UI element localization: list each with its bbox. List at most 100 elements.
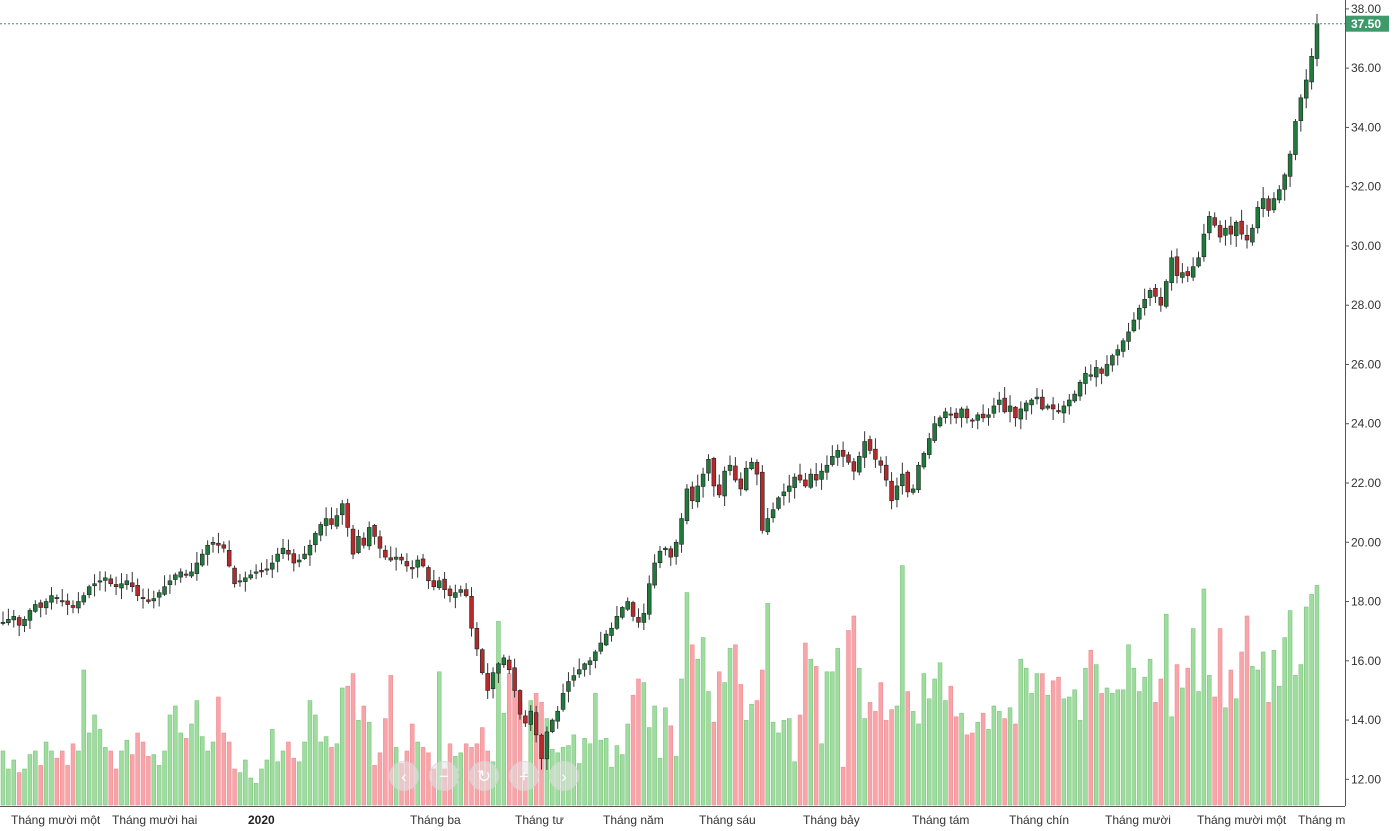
candle-body	[146, 599, 151, 602]
volume-bar	[873, 711, 878, 806]
volume-bar	[377, 752, 383, 806]
candle-body	[555, 710, 560, 722]
candle-body	[501, 657, 507, 665]
volume-bar	[146, 756, 151, 806]
volume-bar	[232, 768, 237, 806]
candle-body	[1153, 287, 1158, 297]
volume-bar	[1250, 666, 1255, 806]
candle-body	[1287, 153, 1293, 177]
volume-bar	[625, 723, 630, 806]
price-tick-label: 32.00	[1351, 180, 1381, 194]
volume-bar	[910, 711, 916, 806]
candle-body	[404, 561, 410, 567]
volume-bar	[1142, 676, 1147, 806]
volume-bar	[765, 603, 770, 806]
zoom-out-button[interactable]: −	[429, 761, 459, 791]
volume-bar	[1137, 691, 1142, 806]
candle-body	[765, 518, 770, 533]
candle-body	[932, 423, 937, 441]
volume-bar	[1061, 698, 1067, 806]
candle-body	[453, 592, 458, 598]
volume-bar	[1099, 693, 1104, 806]
candle-body	[458, 589, 463, 593]
candle-body	[447, 588, 453, 596]
candle-body	[469, 596, 474, 629]
volume-bar	[1287, 610, 1293, 806]
scroll-left-button[interactable]: ‹	[389, 761, 419, 791]
volume-bar	[1034, 673, 1040, 806]
volume-bar	[130, 754, 135, 806]
volume-bar	[70, 743, 76, 806]
candle-body	[1163, 281, 1169, 307]
candle-body	[760, 471, 765, 531]
candle-body	[964, 408, 970, 419]
scroll-right-button[interactable]: ›	[549, 761, 579, 791]
volume-bar	[576, 763, 582, 806]
volume-bar	[307, 700, 313, 806]
candle-body	[1185, 271, 1190, 276]
candle-body	[792, 476, 797, 488]
candle-body	[415, 559, 420, 568]
candle-body	[200, 553, 205, 566]
time-axis-label: Tháng ba	[410, 813, 461, 827]
volume-bar	[1271, 649, 1277, 806]
candle-body	[625, 601, 630, 610]
time-axis-label: Tháng bảy	[803, 813, 860, 827]
time-axis-label: Tháng chín	[1009, 813, 1069, 827]
volume-bar	[862, 718, 867, 806]
reset-zoom-button[interactable]: ↻	[469, 761, 499, 791]
current-price-badge	[1346, 15, 1389, 32]
candle-body	[571, 675, 577, 681]
volume-bar	[943, 700, 948, 806]
candle-body	[264, 568, 270, 571]
volume-bar	[286, 741, 291, 806]
candle-body	[679, 518, 684, 545]
candle-body	[1271, 198, 1277, 211]
volume-bar	[593, 693, 598, 806]
volume-bar	[970, 732, 975, 806]
volume-bar	[135, 732, 140, 806]
candle-body	[280, 547, 286, 555]
candle-body	[38, 602, 43, 608]
volume-bar	[991, 705, 997, 806]
volume-bar	[356, 720, 361, 806]
candle-body	[533, 712, 539, 736]
volume-bar	[1067, 696, 1072, 806]
zoom-in-button[interactable]: +	[509, 761, 539, 791]
candle-body	[366, 527, 372, 547]
candle-body	[593, 651, 598, 661]
candle-body	[1104, 364, 1110, 376]
volume-bar	[657, 757, 663, 806]
candle-body	[1217, 225, 1223, 238]
volume-bar	[463, 743, 469, 806]
candle-body	[1298, 97, 1304, 122]
volume-bar	[81, 669, 87, 806]
volume-bar	[905, 691, 910, 806]
candle-body	[1093, 367, 1099, 378]
volume-bar	[221, 732, 227, 806]
candle-body	[614, 616, 620, 629]
candle-body	[657, 550, 663, 564]
volume-bar	[921, 673, 927, 806]
volume-bar	[636, 678, 641, 806]
candle-body	[776, 497, 781, 509]
candle-body	[119, 583, 124, 589]
volume-bar	[22, 768, 27, 806]
time-axis-label: Tháng mười hai	[112, 813, 197, 827]
volume-bar	[1115, 689, 1120, 806]
candle-body	[307, 544, 313, 556]
volume-bar	[162, 750, 167, 806]
candle-body	[1029, 399, 1034, 406]
candle-body	[636, 617, 641, 623]
candle-body	[878, 460, 884, 466]
candle-body	[846, 454, 851, 463]
candle-body	[1056, 410, 1061, 413]
volume-bar	[684, 592, 690, 806]
volume-bar	[900, 565, 905, 806]
candle-body	[754, 462, 760, 475]
candle-body	[824, 464, 830, 473]
volume-bar	[932, 678, 937, 806]
candle-body	[781, 491, 787, 497]
candle-body	[528, 710, 534, 725]
candle-body	[302, 553, 307, 559]
